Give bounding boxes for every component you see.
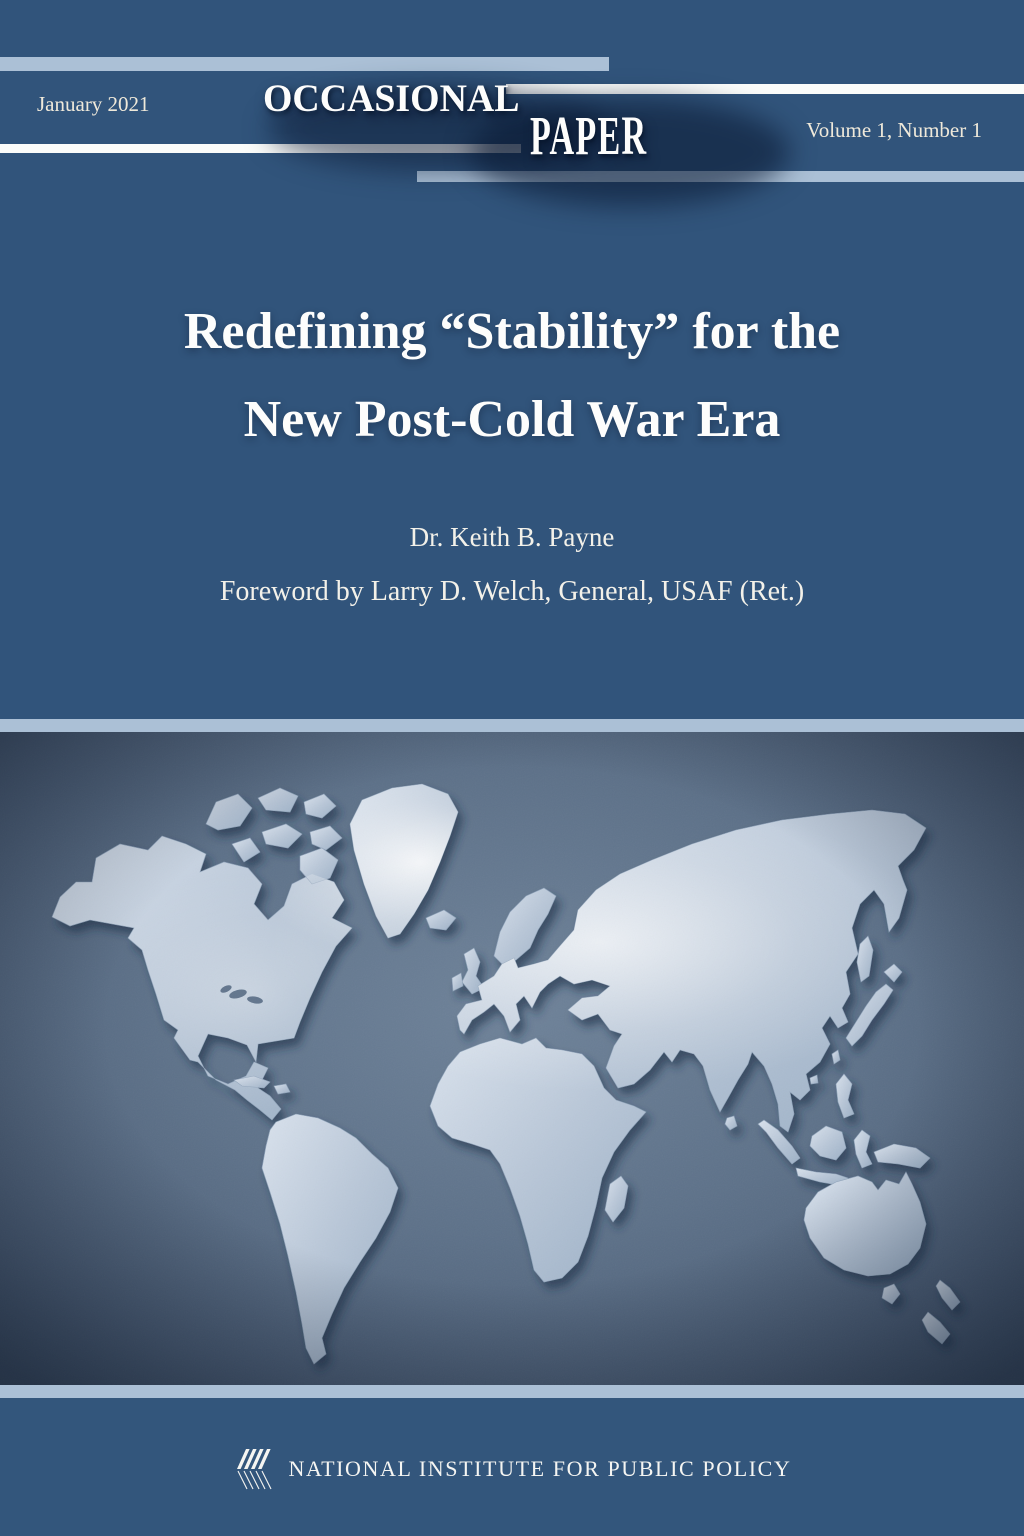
masthead-drop-shadow	[470, 98, 790, 206]
publisher-footer: NATIONAL INSTITUTE FOR PUBLIC POLICY	[0, 1398, 1024, 1536]
title-block: Redefining “Stability” for the New Post-…	[0, 288, 1024, 464]
top-accent-bar	[0, 57, 609, 71]
nipp-stripes-icon	[236, 1449, 272, 1490]
volume-number: Volume 1, Number 1	[806, 118, 982, 142]
masthead-rule-right	[506, 84, 1024, 94]
divider-band-top	[0, 719, 1024, 732]
page-title-line1: Redefining “Stability” for the	[183, 303, 841, 360]
world-map-image	[0, 732, 1024, 1385]
masthead-rule-left	[0, 144, 521, 153]
foreword-credit: Foreword by Larry D. Welch, General, USA…	[219, 576, 805, 607]
issue-date: January 2021	[37, 92, 150, 116]
masthead-word-occasional: OCCASIONAL	[263, 77, 520, 120]
author-name: Dr. Keith B. Payne	[409, 522, 615, 552]
page-title-line2: New Post-Cold War Era	[243, 391, 781, 448]
organization-name: NATIONAL INSTITUTE FOR PUBLIC POLICY	[288, 1456, 792, 1481]
masthead-word-paper: PAPER	[530, 105, 648, 166]
divider-band-bottom	[0, 1385, 1024, 1398]
